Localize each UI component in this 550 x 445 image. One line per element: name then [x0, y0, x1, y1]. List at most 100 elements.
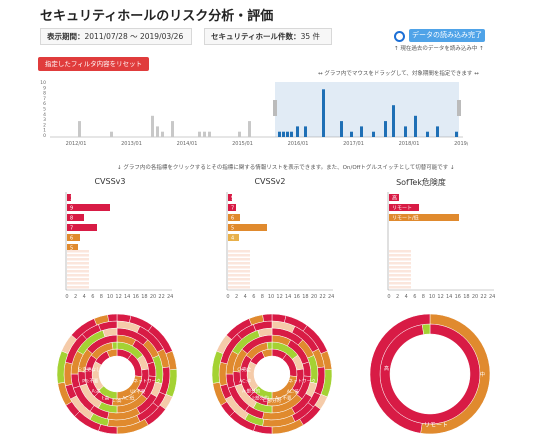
metric-bar[interactable] — [67, 204, 110, 211]
bar-x-tick: 18 — [463, 294, 469, 300]
loading-status-icon — [394, 31, 405, 42]
sunburst-segment[interactable] — [262, 313, 273, 322]
sunburst-segment[interactable] — [218, 361, 228, 387]
metric-bar[interactable] — [67, 224, 97, 231]
bar-x-tick: 12 — [115, 294, 121, 300]
bar-x-tick: 12 — [437, 294, 443, 300]
count-value: 35 件 — [300, 32, 320, 41]
timeline-y-tick: 4 — [43, 112, 46, 118]
faded-bar — [389, 266, 411, 269]
sunburst-segment[interactable] — [379, 323, 481, 425]
bar-x-tick: 14 — [124, 294, 130, 300]
sunburst-segment[interactable] — [107, 313, 118, 322]
sunburst-label: S:変更なし — [78, 366, 101, 373]
reset-filter-button[interactable]: 指定したフィルタ内容をリセット — [38, 57, 149, 71]
sunburst-segment[interactable] — [421, 323, 431, 335]
data-load-status-button[interactable]: データの読み込み完了 — [409, 29, 485, 42]
timeline-y-tick: 10 — [40, 80, 46, 86]
sunburst-label: PR:不要 — [82, 378, 99, 384]
timeline-bar — [426, 131, 429, 137]
timeline-y-tick: 3 — [43, 117, 46, 123]
sunburst-label: C:部分的 — [263, 397, 282, 404]
faded-bar — [228, 270, 250, 273]
bar-x-tick: 4 — [83, 294, 86, 300]
count-box: セキュリティホール件数：35 件 — [204, 28, 332, 45]
sunburst-segment[interactable] — [116, 313, 132, 323]
metric-bar[interactable] — [228, 234, 239, 241]
bar-x-tick: 8 — [100, 294, 103, 300]
bar-x-tick: 10 — [107, 294, 113, 300]
metric-bar[interactable] — [228, 214, 240, 221]
sunburst-label: AV:ネットワーク — [282, 379, 316, 385]
bar-x-tick: 6 — [252, 294, 255, 300]
sunburst-segment[interactable] — [111, 341, 118, 350]
metric-bar[interactable] — [389, 214, 459, 221]
sunburst-label: AC:低 — [122, 395, 135, 402]
bar-x-tick: 4 — [405, 294, 408, 300]
metric-bar-label: 1 — [70, 196, 73, 202]
timeline-bar — [290, 131, 293, 137]
bar-x-tick: 24 — [328, 294, 334, 300]
timeline-bar — [171, 121, 174, 137]
timeline-y-tick: 6 — [43, 101, 46, 107]
metric-bar[interactable] — [67, 214, 84, 221]
timeline-x-tick: 2015/01 — [232, 141, 253, 147]
brush-handle-right[interactable] — [457, 100, 461, 116]
timeline-y-tick: 2 — [43, 122, 46, 128]
metric-bar[interactable] — [389, 204, 419, 211]
metric-bar[interactable] — [228, 224, 267, 231]
metric-bar[interactable] — [389, 194, 399, 201]
sunburst-label: リモート — [424, 422, 448, 429]
sunburst-segment[interactable] — [266, 341, 273, 350]
faded-bar — [67, 282, 89, 285]
brush-handle-left[interactable] — [273, 100, 277, 116]
bar-x-tick: 16 — [455, 294, 461, 300]
sunburst-segment[interactable] — [369, 313, 431, 434]
metric-bar[interactable] — [67, 234, 80, 241]
timeline-bar — [360, 126, 363, 137]
timeline-selection-brush[interactable] — [275, 82, 459, 137]
timeline-x-tick: 2014/01 — [177, 141, 198, 147]
faded-bar — [228, 266, 250, 269]
metric-bar-label: 9 — [70, 206, 73, 212]
timeline-bar — [436, 126, 439, 137]
bar-x-tick: 22 — [480, 294, 486, 300]
sunburst-segment[interactable] — [63, 361, 73, 387]
timeline-bar — [340, 121, 343, 137]
sunburst-segment[interactable] — [271, 313, 287, 323]
cvss3-title: CVSSv3 — [94, 177, 126, 186]
timeline-bar — [372, 131, 375, 137]
timeline-bar — [455, 131, 458, 137]
faded-bar — [67, 274, 89, 277]
sunburst-label: A:部分的 — [242, 388, 261, 395]
timeline-bar — [296, 126, 299, 137]
faded-bar — [67, 250, 89, 253]
bar-x-tick: 12 — [276, 294, 282, 300]
metric-bar-label: 6 — [231, 216, 234, 222]
timeline-bar — [248, 121, 251, 137]
bar-x-tick: 24 — [489, 294, 495, 300]
bar-x-tick: 8 — [261, 294, 264, 300]
timeline-y-tick: 7 — [43, 96, 46, 102]
faded-bar — [67, 254, 89, 257]
metric-bar-label: リモート/低 — [392, 215, 419, 222]
metric-bar[interactable] — [228, 204, 236, 211]
metric-bar[interactable] — [67, 194, 71, 201]
sunburst-label: Au:不要 — [275, 396, 292, 402]
bar-x-tick: 0 — [387, 294, 390, 300]
metric-bar-label: 7 — [70, 226, 73, 232]
metric-bar[interactable] — [228, 194, 232, 201]
metric-bar-label: 5 — [70, 246, 73, 252]
metric-bar[interactable] — [67, 244, 78, 251]
timeline-x-tick: 2016/01 — [288, 141, 309, 147]
metric-bar-label: 高 — [392, 195, 397, 202]
timeline-y-tick: 9 — [43, 85, 46, 91]
